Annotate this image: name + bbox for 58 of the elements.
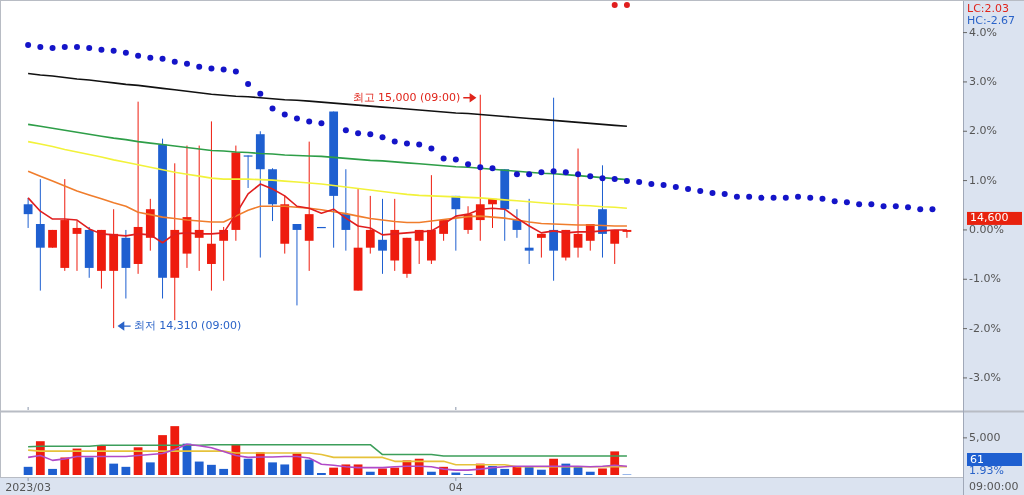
- bar: [145, 462, 155, 475]
- candlestick: [292, 223, 302, 306]
- x-tick-label: 04: [448, 481, 463, 494]
- candlestick: [243, 154, 253, 189]
- bar: [390, 467, 400, 475]
- line-series: [27, 72, 628, 128]
- bar: [280, 464, 290, 475]
- text: 1.93%: [969, 464, 1004, 477]
- bar: [378, 468, 387, 475]
- bar: [329, 467, 339, 475]
- bar: [304, 459, 314, 475]
- candlestick: [378, 198, 387, 275]
- candlestick: [524, 198, 534, 265]
- y-tick-label: 0.00%: [969, 222, 1004, 236]
- bar: [60, 457, 70, 475]
- candlestick: [610, 229, 620, 265]
- bar: [23, 466, 33, 475]
- y-tick-label: -1.0%: [969, 272, 1001, 286]
- candlestick: [573, 148, 583, 259]
- candlestick: [207, 120, 216, 292]
- bar: [524, 466, 534, 475]
- bar: [427, 471, 436, 475]
- y-tick-label: 5,000: [969, 430, 1001, 444]
- bar: [194, 461, 204, 475]
- bar: [170, 426, 180, 475]
- y-tick-label: 4.0%: [969, 25, 997, 39]
- text: HC:-2.67: [967, 14, 1016, 27]
- text: LC:2.03: [967, 2, 1010, 15]
- candlestick: [365, 195, 375, 255]
- text: 61: [970, 452, 984, 466]
- y-tick-label: 2.0%: [969, 124, 997, 138]
- y-tick-label: -2.0%: [969, 321, 1001, 335]
- bar: [207, 464, 216, 475]
- bar: [585, 471, 595, 475]
- bar: [536, 469, 546, 475]
- x-tick-label: 2023/03: [5, 481, 51, 494]
- bar: [598, 468, 607, 475]
- bar: [500, 468, 510, 475]
- bar: [268, 462, 277, 475]
- bar: [121, 466, 131, 475]
- line-series: [27, 140, 628, 210]
- annotation: 최저 14,310 (09:00): [133, 319, 242, 333]
- candlestick: [23, 197, 33, 229]
- text: 09:00:00: [969, 480, 1019, 493]
- bar: [109, 463, 119, 475]
- annotation: 최고 15,000 (09:00): [352, 90, 461, 104]
- candlestick: [549, 97, 558, 282]
- bar: [243, 458, 253, 475]
- bar: [219, 468, 229, 475]
- bar: [365, 471, 375, 475]
- candlestick: [72, 220, 82, 272]
- candlestick: [35, 178, 45, 292]
- y-tick-label: 1.0%: [969, 173, 997, 187]
- text: 14,600: [970, 211, 1009, 225]
- y-tick-label: -3.0%: [969, 370, 1001, 384]
- bar: [84, 457, 94, 475]
- bar: [48, 468, 57, 475]
- y-tick-label: 3.0%: [969, 74, 997, 88]
